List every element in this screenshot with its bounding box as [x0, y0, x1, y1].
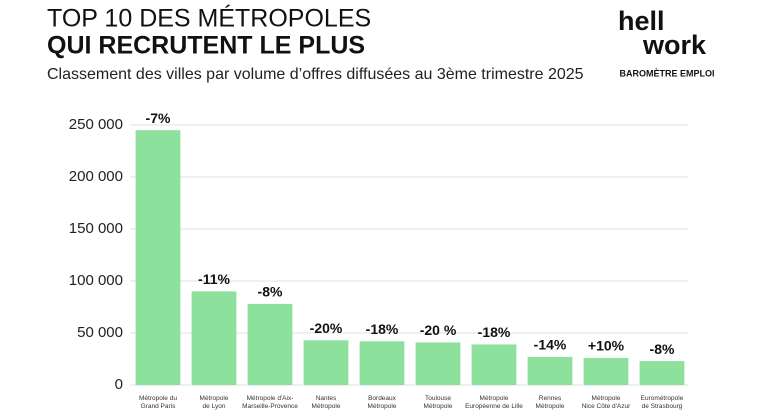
annotation: -11%	[198, 271, 230, 287]
x-tick-label: Métropole Nice Côte d'Azur	[581, 395, 631, 410]
x-tick-label: Métropole de Lyon	[199, 395, 229, 410]
y-tick-label: 50 000	[77, 324, 123, 341]
title-line-2: QUI RECRUTENT LE PLUS	[47, 32, 365, 60]
bar	[247, 303, 293, 385]
logo-caption: BAROMÈTRE EMPLOI	[619, 68, 714, 78]
annotation: +10%	[588, 338, 625, 354]
bar	[303, 340, 349, 385]
x-tick-label: Métropole Européenne de Lille	[465, 395, 523, 410]
annotation: -8%	[650, 341, 675, 357]
x-tick-label: Métropole d'Aix- Marseille-Provence	[242, 395, 298, 410]
y-tick-label: 150 000	[69, 220, 123, 237]
y-tick-label: 100 000	[69, 272, 123, 289]
bar	[527, 356, 573, 385]
x-tick-label: Eurométropole de Strasbourg	[640, 395, 684, 410]
logo: work	[642, 30, 707, 60]
x-tick-label: Toulouse Métropole	[423, 395, 453, 410]
annotation: -7%	[146, 110, 171, 126]
x-tick-label: Nantes Métropole	[311, 395, 341, 410]
x-tick-label: Métropole du Grand Paris	[139, 395, 177, 410]
logo: hell	[618, 6, 665, 36]
bar	[583, 357, 629, 385]
title-line-1: TOP 10 DES MÉTROPOLES	[47, 4, 371, 33]
annotation: -18%	[366, 321, 399, 337]
annotation: -20 %	[420, 322, 457, 338]
y-tick-label: 250 000	[69, 116, 123, 133]
subtitle: Classement des villes par volume d’offre…	[47, 66, 584, 83]
y-tick-label: 200 000	[69, 168, 123, 185]
annotation: -8%	[258, 284, 283, 300]
x-tick-label: Bordeaux Métropole	[367, 395, 397, 410]
annotation: -14%	[534, 337, 567, 353]
bar	[471, 344, 517, 385]
y-tick-label: 0	[115, 376, 123, 393]
bar	[415, 342, 461, 385]
bar	[359, 341, 405, 385]
x-tick-label: Rennes Métropole	[535, 395, 565, 410]
bar	[191, 291, 237, 385]
annotation: -18%	[478, 324, 511, 340]
bar	[135, 130, 181, 385]
annotation: -20%	[310, 320, 343, 336]
bar	[639, 361, 685, 385]
